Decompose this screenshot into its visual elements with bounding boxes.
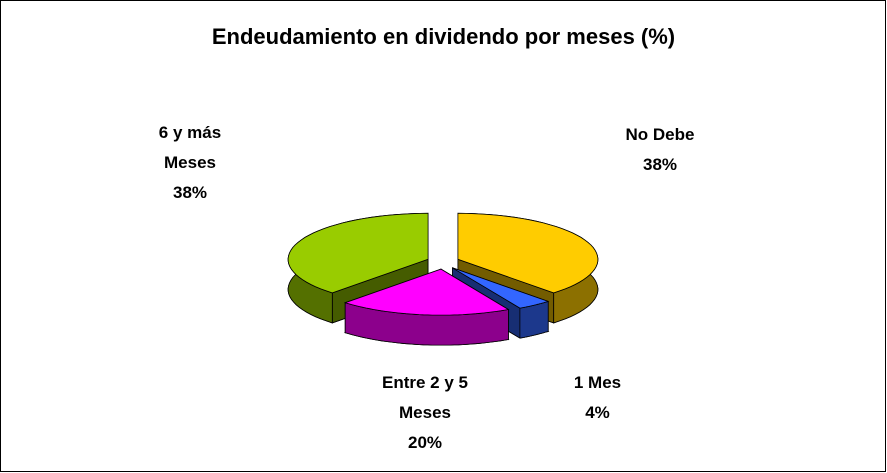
category-label: No Debe (625, 125, 695, 144)
pie-slice (343, 268, 510, 316)
pie-slice (452, 267, 550, 309)
chart-title: Endeudamiento en dividendo por meses (%) (211, 24, 676, 49)
data-label: 6 y más Meses 38% (140, 118, 240, 208)
value-label: 38% (642, 155, 678, 174)
data-label: Entre 2 y 5 Meses 20% (355, 368, 495, 458)
pie-slice (457, 212, 599, 294)
value-label: 38% (172, 183, 208, 202)
data-label: No Debe 38% (595, 120, 725, 180)
pie-slice (287, 212, 429, 294)
data-label: 1 Mes 4% (545, 368, 650, 428)
category-label: 1 Mes (573, 373, 622, 392)
value-label: 4% (585, 403, 610, 422)
value-label: 20% (407, 433, 443, 452)
category-label: 6 y más Meses (158, 123, 222, 172)
category-label: Entre 2 y 5 Meses (382, 373, 468, 422)
